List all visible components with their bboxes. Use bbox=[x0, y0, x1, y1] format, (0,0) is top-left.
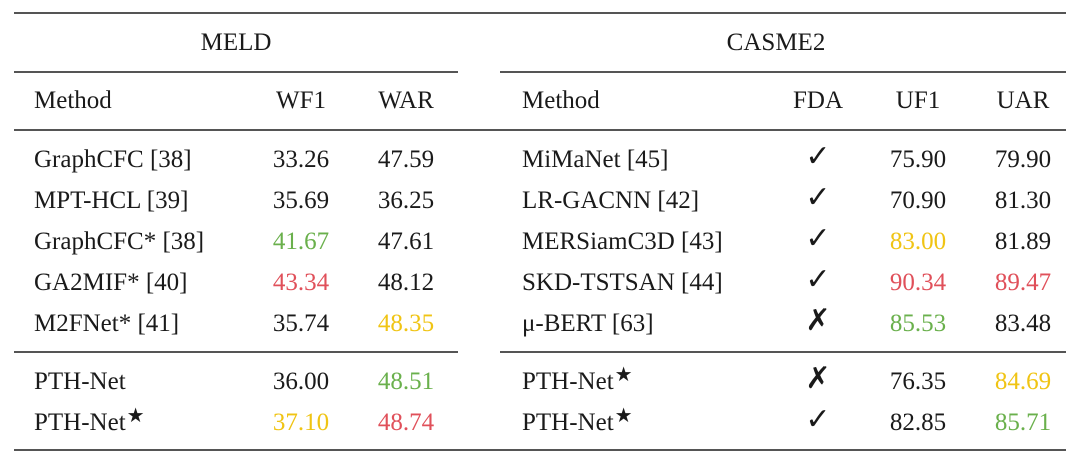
meld-method-cell: GraphCFC [38] bbox=[34, 146, 192, 173]
meld-war-cell: 48.74 bbox=[377, 409, 435, 436]
cross-icon: ✗ bbox=[805, 303, 831, 338]
casme2-method-cell: PTH-Net★ bbox=[522, 405, 633, 439]
check-icon: ✓ bbox=[805, 139, 831, 174]
casme2-header-uar: UAR bbox=[996, 87, 1050, 114]
casme2-uar-cell: 79.90 bbox=[994, 146, 1052, 173]
casme2-method-cell: SKD-TSTSAN [44] bbox=[522, 269, 723, 296]
meld-wf1-cell: 36.00 bbox=[272, 368, 330, 395]
meld-war-cell: 36.25 bbox=[377, 187, 435, 214]
cross-icon: ✗ bbox=[805, 361, 831, 396]
method-name: PTH-Net bbox=[34, 409, 126, 436]
check-icon: ✓ bbox=[805, 221, 831, 256]
meld-war-cell: 48.35 bbox=[377, 310, 435, 337]
bottom-rule bbox=[14, 449, 1066, 451]
casme2-uar-cell: 81.89 bbox=[994, 228, 1052, 255]
casme2-method-cell: LR-GACNN [42] bbox=[522, 187, 700, 214]
meld-wf1-cell: 33.26 bbox=[272, 146, 330, 173]
casme2-group-rule bbox=[500, 351, 1066, 353]
casme2-method-cell: PTH-Net★ bbox=[522, 364, 633, 398]
meld-wf1-cell: 37.10 bbox=[272, 409, 330, 436]
casme2-header-uf1: UF1 bbox=[895, 87, 941, 114]
check-icon: ✓ bbox=[805, 180, 831, 215]
meld-wf1-cell: 43.34 bbox=[272, 269, 330, 296]
meld-war-cell: 48.51 bbox=[377, 368, 435, 395]
casme2-uar-cell: 85.71 bbox=[994, 409, 1052, 436]
check-icon: ✓ bbox=[805, 262, 831, 297]
meld-wf1-cell: 35.69 bbox=[272, 187, 330, 214]
casme2-header-method: Method bbox=[522, 87, 600, 114]
star-icon: ★ bbox=[614, 364, 633, 386]
casme2-uf1-cell: 76.35 bbox=[889, 368, 947, 395]
star-icon: ★ bbox=[614, 405, 633, 427]
meld-method-cell: MPT-HCL [39] bbox=[34, 187, 189, 214]
meld-header-wf1: WF1 bbox=[276, 87, 326, 114]
casme2-uf1-cell: 75.90 bbox=[889, 146, 947, 173]
meld-title-rule bbox=[14, 71, 458, 73]
meld-war-cell: 47.61 bbox=[377, 228, 435, 255]
casme2-uf1-cell: 90.34 bbox=[889, 269, 947, 296]
method-name: PTH-Net bbox=[522, 409, 614, 436]
casme2-title-rule bbox=[500, 71, 1066, 73]
casme2-method-cell: MERSiamC3D [43] bbox=[522, 228, 723, 255]
meld-method-cell: PTH-Net★ bbox=[34, 405, 145, 439]
check-icon: ✓ bbox=[805, 402, 831, 437]
meld-wf1-cell: 35.74 bbox=[272, 310, 330, 337]
meld-war-cell: 47.59 bbox=[377, 146, 435, 173]
meld-title: MELD bbox=[200, 29, 272, 56]
meld-method-cell: GraphCFC* [38] bbox=[34, 228, 205, 255]
star-icon: ★ bbox=[126, 405, 145, 427]
casme2-uf1-cell: 70.90 bbox=[889, 187, 947, 214]
casme2-uf1-cell: 85.53 bbox=[889, 310, 947, 337]
casme2-method-cell: MiMaNet [45] bbox=[522, 146, 669, 173]
casme2-uf1-cell: 83.00 bbox=[889, 228, 947, 255]
meld-header-method: Method bbox=[34, 87, 112, 114]
meld-header-war: WAR bbox=[378, 87, 434, 114]
casme2-uar-cell: 84.69 bbox=[994, 368, 1052, 395]
meld-method-cell: M2FNet* [41] bbox=[34, 310, 180, 337]
casme2-uar-cell: 81.30 bbox=[994, 187, 1052, 214]
casme2-uf1-cell: 82.85 bbox=[889, 409, 947, 436]
casme2-uar-cell: 83.48 bbox=[994, 310, 1052, 337]
meld-method-cell: PTH-Net bbox=[34, 368, 126, 395]
meld-war-cell: 48.12 bbox=[377, 269, 435, 296]
casme2-header-fda: FDA bbox=[792, 87, 844, 114]
casme2-method-cell: μ-BERT [63] bbox=[522, 310, 654, 337]
meld-wf1-cell: 41.67 bbox=[272, 228, 330, 255]
top-rule bbox=[14, 12, 1066, 14]
method-name: PTH-Net bbox=[522, 368, 614, 395]
header-rule bbox=[14, 129, 1066, 131]
meld-method-cell: GA2MIF* [40] bbox=[34, 269, 188, 296]
meld-group-rule bbox=[14, 351, 458, 353]
casme2-title: CASME2 bbox=[726, 29, 826, 56]
casme2-uar-cell: 89.47 bbox=[994, 269, 1052, 296]
